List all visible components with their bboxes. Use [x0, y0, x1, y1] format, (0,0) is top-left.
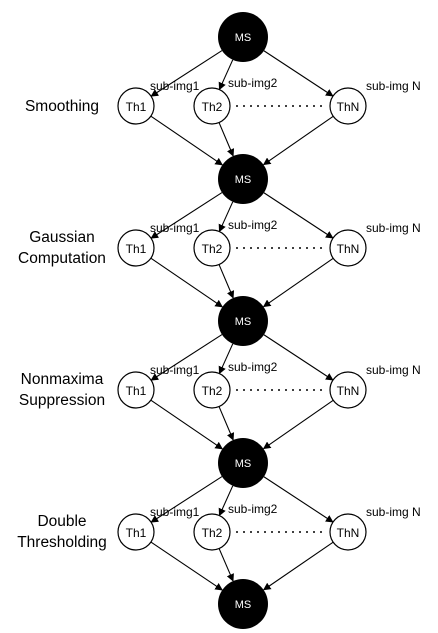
thread-label: Th2 — [202, 242, 223, 256]
sub-image-label: sub-img1 — [150, 505, 200, 519]
gather-arrow — [218, 264, 235, 299]
labels-layer: sub-img1 sub-img2 sub-img N Smoothing sub-im… — [17, 76, 420, 551]
thread-label: Th2 — [202, 384, 223, 398]
thread-label: ThN — [337, 242, 360, 256]
scatter-arrow — [263, 334, 334, 381]
thread-node: ThN — [329, 229, 367, 267]
sub-image-label: sub-img2 — [228, 218, 278, 232]
scatter-arrow — [263, 476, 334, 523]
nodes-layer: MS MS MS MS MS Th1 Th2 ThN Th1 Th2 ThN Th1 Th2 ThN Th1… — [117, 12, 367, 629]
master-node: MS — [218, 296, 268, 346]
thread-label: Th2 — [202, 100, 223, 114]
gather-arrow — [150, 541, 223, 591]
gather-arrow — [218, 122, 235, 157]
thread-label: Th2 — [202, 526, 223, 540]
scatter-arrow — [150, 334, 223, 381]
master-node-label: MS — [235, 316, 252, 328]
master-node: MS — [218, 154, 268, 204]
thread-node: Th2 — [193, 513, 231, 551]
gather-arrow — [218, 406, 235, 441]
thread-node: Th2 — [193, 87, 231, 125]
thread-node: Th1 — [117, 371, 155, 409]
sub-image-label: sub-img N — [366, 79, 421, 93]
thread-node: ThN — [329, 513, 367, 551]
scatter-arrow — [218, 59, 234, 91]
sub-image-label: sub-img1 — [150, 79, 200, 93]
thread-label: Th1 — [126, 384, 147, 398]
sub-image-label: sub-img1 — [150, 363, 200, 377]
master-node-label: MS — [235, 174, 252, 186]
scatter-arrow — [218, 343, 234, 375]
thread-node: Th1 — [117, 87, 155, 125]
master-node-label: MS — [235, 32, 252, 44]
gather-arrow — [262, 541, 334, 591]
sub-image-label: sub-img N — [366, 221, 421, 235]
thread-node: Th2 — [193, 229, 231, 267]
sub-image-label: sub-img1 — [150, 221, 200, 235]
thread-node: ThN — [329, 87, 367, 125]
thread-label: ThN — [337, 526, 360, 540]
master-node-label: MS — [235, 458, 252, 470]
sub-image-label: sub-img N — [366, 505, 421, 519]
master-node: MS — [218, 579, 268, 629]
scatter-arrow — [263, 192, 334, 239]
sub-image-label: sub-img N — [366, 363, 421, 377]
thread-label: Th1 — [126, 526, 147, 540]
scatter-arrow — [263, 50, 334, 97]
master-node-label: MS — [235, 599, 252, 611]
thread-node: ThN — [329, 371, 367, 409]
thread-label: ThN — [337, 100, 360, 114]
stage-label: Gaussian Computation — [18, 229, 106, 267]
thread-node: Th2 — [193, 371, 231, 409]
master-node: MS — [218, 12, 268, 62]
scatter-arrow — [218, 485, 234, 517]
thread-label: ThN — [337, 384, 360, 398]
thread-node: Th1 — [117, 513, 155, 551]
thread-node: Th1 — [117, 229, 155, 267]
sub-image-label: sub-img2 — [228, 502, 278, 516]
stage-label: Nonmaxima Suppression — [19, 371, 105, 409]
sub-image-label: sub-img2 — [228, 360, 278, 374]
scatter-arrow — [218, 201, 234, 233]
edges-layer — [150, 50, 334, 591]
gather-arrow — [150, 115, 223, 166]
gather-arrow — [150, 399, 223, 450]
gather-arrow — [218, 548, 234, 582]
gather-arrow — [262, 399, 334, 450]
master-node: MS — [218, 438, 268, 488]
thread-label: Th1 — [126, 242, 147, 256]
thread-label: Th1 — [126, 100, 147, 114]
stage-label: Smoothing — [25, 98, 99, 115]
gather-arrow — [262, 115, 334, 166]
stage-label: Double Thresholding — [17, 513, 107, 551]
scatter-arrow — [150, 192, 223, 239]
scatter-arrow — [150, 476, 223, 523]
gather-arrow — [262, 257, 334, 308]
sub-image-label: sub-img2 — [228, 76, 278, 90]
gather-arrow — [150, 257, 223, 308]
scatter-arrow — [150, 50, 223, 97]
